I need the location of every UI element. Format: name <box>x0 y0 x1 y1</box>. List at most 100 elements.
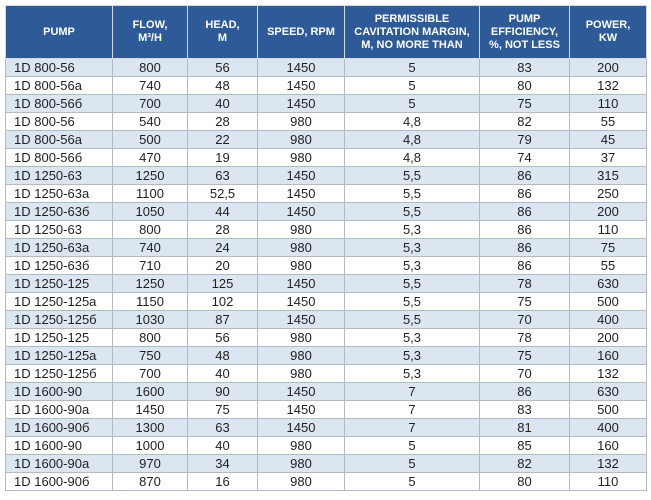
cell-cavitation-margin: 4,8 <box>344 148 480 167</box>
cell-head: 56 <box>187 328 258 347</box>
table-row: 1D 1250-63 800 28 980 5,3 86 110 <box>5 220 647 239</box>
cell-power: 250 <box>569 184 647 203</box>
cell-pump: 1D 1250-63 <box>5 166 113 185</box>
cell-efficiency: 75 <box>479 292 570 311</box>
cell-power: 75 <box>569 238 647 257</box>
table-row: 1D 1600-90б 870 16 980 5 80 110 <box>5 472 647 491</box>
cell-efficiency: 85 <box>479 436 570 455</box>
cell-cavitation-margin: 5,3 <box>344 256 480 275</box>
table-header: PUMP FLOW, M³/H HEAD, M SPEED, RPM PERMI… <box>5 5 647 59</box>
cell-power: 160 <box>569 346 647 365</box>
cell-cavitation-margin: 5,3 <box>344 220 480 239</box>
cell-flow: 1250 <box>112 274 188 293</box>
table-row: 1D 1250-125б 700 40 980 5,3 70 132 <box>5 364 647 383</box>
cell-flow: 500 <box>112 130 188 149</box>
cell-speed: 1450 <box>257 94 345 113</box>
cell-flow: 750 <box>112 346 188 365</box>
cell-efficiency: 79 <box>479 130 570 149</box>
cell-power: 500 <box>569 400 647 419</box>
column-header-power: POWER, KW <box>569 5 647 59</box>
cell-power: 500 <box>569 292 647 311</box>
cell-head: 90 <box>187 382 258 401</box>
cell-efficiency: 86 <box>479 166 570 185</box>
cell-flow: 800 <box>112 328 188 347</box>
cell-speed: 980 <box>257 256 345 275</box>
cell-power: 200 <box>569 202 647 221</box>
cell-efficiency: 86 <box>479 184 570 203</box>
table-body: 1D 800-56 800 56 1450 5 83 200 1D 800-56a 740 48 1… <box>5 58 647 491</box>
cell-pump: 1D 800-56 <box>5 112 113 131</box>
table-row: 1D 1600-90 1600 90 1450 7 86 630 <box>5 382 647 401</box>
cell-head: 125 <box>187 274 258 293</box>
cell-efficiency: 75 <box>479 94 570 113</box>
cell-flow: 870 <box>112 472 188 491</box>
cell-power: 55 <box>569 112 647 131</box>
cell-pump: 1D 1600-90б <box>5 418 113 437</box>
cell-cavitation-margin: 5 <box>344 454 480 473</box>
cell-flow: 1100 <box>112 184 188 203</box>
cell-power: 132 <box>569 454 647 473</box>
cell-efficiency: 80 <box>479 472 570 491</box>
cell-speed: 980 <box>257 364 345 383</box>
cell-flow: 1450 <box>112 400 188 419</box>
cell-efficiency: 75 <box>479 346 570 365</box>
cell-flow: 970 <box>112 454 188 473</box>
cell-cavitation-margin: 7 <box>344 418 480 437</box>
cell-cavitation-margin: 7 <box>344 400 480 419</box>
cell-cavitation-margin: 5,5 <box>344 274 480 293</box>
cell-cavitation-margin: 5 <box>344 58 480 77</box>
cell-flow: 700 <box>112 94 188 113</box>
cell-head: 87 <box>187 310 258 329</box>
cell-efficiency: 80 <box>479 76 570 95</box>
cell-flow: 1000 <box>112 436 188 455</box>
cell-pump: 1D 1250-63б <box>5 256 113 275</box>
table-row: 1D 1250-63 1250 63 1450 5,5 86 315 <box>5 166 647 185</box>
column-header-cavitation-margin: PERMISSIBLE CAVITATION MARGIN, M, NO MOR… <box>344 5 480 59</box>
cell-speed: 980 <box>257 328 345 347</box>
cell-flow: 1030 <box>112 310 188 329</box>
cell-head: 28 <box>187 112 258 131</box>
cell-speed: 980 <box>257 148 345 167</box>
cell-speed: 980 <box>257 346 345 365</box>
cell-efficiency: 78 <box>479 274 570 293</box>
table-row: 1D 1250-63б 710 20 980 5,3 86 55 <box>5 256 647 275</box>
cell-speed: 1450 <box>257 400 345 419</box>
column-header-head: HEAD, M <box>187 5 258 59</box>
cell-speed: 1450 <box>257 202 345 221</box>
cell-head: 63 <box>187 418 258 437</box>
cell-cavitation-margin: 5,3 <box>344 328 480 347</box>
cell-flow: 540 <box>112 112 188 131</box>
cell-speed: 1450 <box>257 184 345 203</box>
cell-speed: 980 <box>257 454 345 473</box>
cell-pump: 1D 1250-125б <box>5 364 113 383</box>
cell-speed: 1450 <box>257 310 345 329</box>
cell-efficiency: 70 <box>479 364 570 383</box>
cell-flow: 740 <box>112 76 188 95</box>
pump-spec-table: PUMP FLOW, M³/H HEAD, M SPEED, RPM PERMI… <box>5 5 647 491</box>
cell-efficiency: 82 <box>479 454 570 473</box>
cell-efficiency: 70 <box>479 310 570 329</box>
cell-power: 630 <box>569 274 647 293</box>
header-row: PUMP FLOW, M³/H HEAD, M SPEED, RPM PERMI… <box>5 5 647 59</box>
cell-head: 40 <box>187 436 258 455</box>
cell-power: 110 <box>569 220 647 239</box>
cell-efficiency: 86 <box>479 256 570 275</box>
cell-efficiency: 83 <box>479 400 570 419</box>
cell-cavitation-margin: 5,5 <box>344 292 480 311</box>
cell-speed: 980 <box>257 220 345 239</box>
cell-head: 19 <box>187 148 258 167</box>
cell-power: 160 <box>569 436 647 455</box>
cell-flow: 800 <box>112 220 188 239</box>
cell-pump: 1D 800-56б <box>5 94 113 113</box>
cell-power: 315 <box>569 166 647 185</box>
cell-efficiency: 74 <box>479 148 570 167</box>
cell-flow: 700 <box>112 364 188 383</box>
cell-flow: 1250 <box>112 166 188 185</box>
cell-head: 16 <box>187 472 258 491</box>
cell-speed: 980 <box>257 112 345 131</box>
cell-flow: 800 <box>112 58 188 77</box>
cell-cavitation-margin: 5 <box>344 76 480 95</box>
cell-cavitation-margin: 4,8 <box>344 130 480 149</box>
cell-head: 102 <box>187 292 258 311</box>
cell-head: 22 <box>187 130 258 149</box>
